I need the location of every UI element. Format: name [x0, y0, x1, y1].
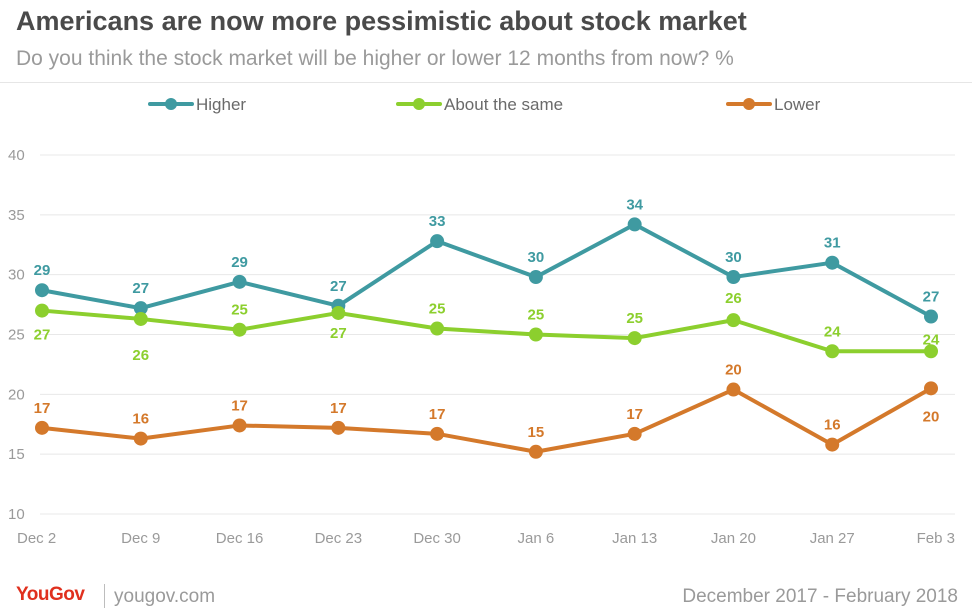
- x-tick-label: Jan 13: [612, 530, 657, 547]
- data-label: 16: [824, 417, 841, 434]
- legend-label: Higher: [196, 95, 246, 114]
- data-label: 24: [923, 331, 940, 348]
- y-tick-label: 20: [8, 386, 25, 403]
- data-point: [528, 270, 543, 285]
- y-tick-label: 10: [8, 506, 25, 523]
- x-tick-label: Dec 16: [216, 530, 264, 547]
- y-tick-label: 30: [8, 267, 25, 284]
- data-label: 17: [231, 397, 248, 414]
- x-tick-label: Dec 9: [121, 530, 160, 547]
- line-chart: 10 15 20 25 30 35 40 Dec 2 Dec 9 Dec 16 Dec 23 Dec …: [8, 95, 955, 547]
- data-label: 27: [330, 278, 347, 295]
- data-label: 25: [528, 307, 545, 324]
- data-point: [924, 381, 938, 396]
- data-point: [430, 426, 445, 441]
- x-tick-label: Jan 27: [810, 530, 855, 547]
- data-point: [430, 234, 445, 249]
- data-point: [726, 313, 741, 328]
- chart-subtitle: Do you think the stock market will be hi…: [16, 47, 734, 70]
- data-point: [627, 217, 642, 232]
- legend-marker: [413, 98, 425, 110]
- data-point: [232, 418, 247, 433]
- data-label: 26: [725, 290, 742, 307]
- data-label: 25: [429, 301, 446, 318]
- data-label: 16: [132, 411, 149, 428]
- legend-marker: [743, 98, 755, 110]
- data-label: 29: [34, 262, 51, 279]
- data-point: [726, 382, 741, 397]
- data-point: [430, 321, 445, 336]
- data-label: 17: [34, 400, 51, 417]
- data-label: 25: [231, 302, 248, 319]
- x-tick-label: Jan 20: [711, 530, 756, 547]
- series-line: [41, 386, 932, 454]
- data-point: [232, 322, 247, 337]
- data-point: [528, 444, 543, 459]
- data-label: 25: [626, 310, 643, 327]
- data-label: 27: [330, 325, 347, 342]
- data-point: [232, 274, 247, 289]
- data-label: 30: [528, 249, 545, 266]
- data-label: 29: [231, 254, 248, 271]
- data-point: [35, 283, 49, 298]
- footer-site-link[interactable]: yougov.com: [114, 586, 216, 607]
- data-label: 26: [132, 347, 149, 364]
- footer-divider: [104, 584, 105, 608]
- data-label: 17: [330, 400, 347, 417]
- x-tick-label: Dec 23: [315, 530, 363, 547]
- data-label: 34: [626, 196, 643, 213]
- y-tick-label: 40: [8, 147, 25, 164]
- data-label: 17: [626, 406, 643, 423]
- data-label: 15: [528, 424, 545, 441]
- x-tick-label: Feb 3: [917, 530, 955, 547]
- data-label: 33: [429, 213, 446, 230]
- data-label: 20: [725, 362, 742, 379]
- header-divider: [0, 82, 972, 83]
- data-point: [825, 344, 840, 359]
- data-point: [627, 331, 642, 346]
- data-point: [35, 303, 49, 318]
- data-label: 24: [824, 323, 841, 340]
- yougov-logo: YouGov: [16, 584, 85, 605]
- data-label: 20: [923, 408, 940, 425]
- series-line: [41, 222, 932, 319]
- data-point: [627, 426, 642, 441]
- y-tick-label: 25: [8, 327, 25, 344]
- data-point: [924, 344, 938, 359]
- chart-title: Americans are now more pessimistic about…: [16, 6, 747, 36]
- y-tick-label: 35: [8, 207, 25, 224]
- footer-date-range: December 2017 - February 2018: [682, 586, 958, 607]
- data-point: [331, 305, 346, 320]
- series-line: [41, 308, 931, 354]
- legend-label: Lower: [774, 95, 821, 114]
- data-point: [35, 420, 49, 435]
- data-point: [825, 255, 840, 270]
- data-point: [528, 327, 543, 342]
- data-point: [825, 437, 840, 452]
- legend-marker: [165, 98, 177, 110]
- data-point: [924, 309, 938, 324]
- y-tick-label: 15: [8, 446, 25, 463]
- data-label: 27: [34, 327, 51, 344]
- data-point: [133, 301, 148, 316]
- data-label: 27: [132, 280, 149, 297]
- data-label: 27: [923, 289, 940, 306]
- data-label: 17: [429, 406, 446, 423]
- data-label: 30: [725, 249, 742, 266]
- data-point: [331, 420, 346, 435]
- x-tick-label: Dec 2: [17, 530, 56, 547]
- data-point: [726, 270, 741, 285]
- x-tick-label: Jan 6: [518, 530, 555, 547]
- data-point: [133, 431, 148, 446]
- x-tick-label: Dec 30: [413, 530, 461, 547]
- legend-label: About the same: [444, 95, 563, 114]
- data-label: 31: [824, 235, 841, 252]
- data-point: [133, 311, 148, 326]
